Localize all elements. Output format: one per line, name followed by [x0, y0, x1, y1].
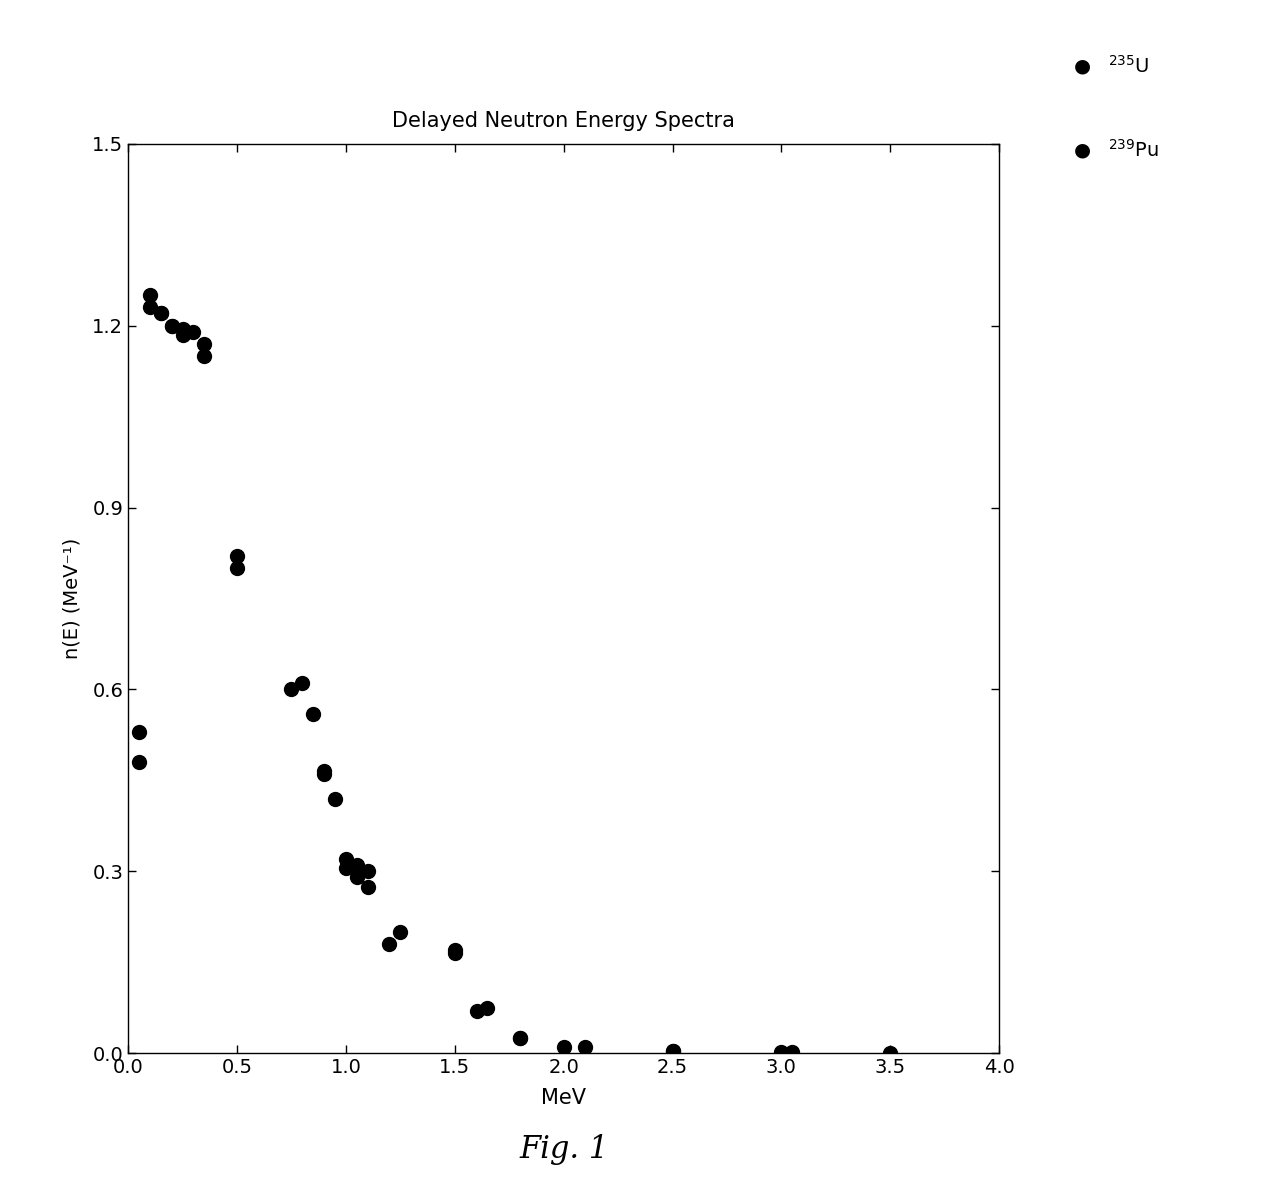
Point	[781, 1043, 802, 1062]
Point	[172, 326, 192, 345]
Point	[445, 943, 465, 962]
Point	[336, 858, 356, 877]
Point	[227, 547, 247, 566]
Point	[357, 877, 378, 897]
Y-axis label: n(E) (MeV⁻¹): n(E) (MeV⁻¹)	[61, 537, 81, 660]
Point	[172, 320, 192, 339]
Point	[195, 334, 215, 353]
Text: ●: ●	[1073, 140, 1091, 159]
Text: $^{235}$U: $^{235}$U	[1108, 55, 1149, 77]
Point	[227, 559, 247, 578]
Point	[771, 1041, 792, 1061]
Point	[466, 1002, 487, 1021]
Point	[553, 1038, 574, 1057]
Point	[183, 322, 204, 341]
Text: $^{239}$Pu: $^{239}$Pu	[1108, 139, 1159, 160]
Point	[379, 935, 400, 954]
Point	[510, 1028, 530, 1047]
X-axis label: MeV: MeV	[541, 1088, 587, 1108]
Point	[151, 304, 172, 323]
Point	[302, 704, 323, 723]
Point	[510, 1028, 530, 1047]
Text: Fig. 1: Fig. 1	[519, 1134, 608, 1165]
Point	[128, 753, 149, 772]
Point	[880, 1043, 901, 1062]
Point	[346, 856, 368, 875]
Point	[140, 286, 160, 305]
Point	[477, 998, 497, 1017]
Point	[336, 850, 356, 869]
Point	[575, 1038, 596, 1057]
Point	[140, 298, 160, 317]
Text: ●: ●	[1073, 56, 1091, 75]
Point	[357, 862, 378, 881]
Title: Delayed Neutron Energy Spectra: Delayed Neutron Energy Spectra	[392, 111, 735, 130]
Point	[161, 316, 182, 335]
Point	[161, 316, 182, 335]
Point	[292, 674, 313, 693]
Point	[314, 765, 334, 784]
Point	[314, 761, 334, 780]
Point	[282, 680, 302, 699]
Point	[389, 923, 410, 942]
Point	[195, 346, 215, 365]
Point	[445, 941, 465, 960]
Point	[128, 722, 149, 741]
Point	[151, 304, 172, 323]
Point	[662, 1041, 683, 1061]
Point	[662, 1041, 683, 1061]
Point	[346, 868, 368, 887]
Point	[325, 789, 346, 808]
